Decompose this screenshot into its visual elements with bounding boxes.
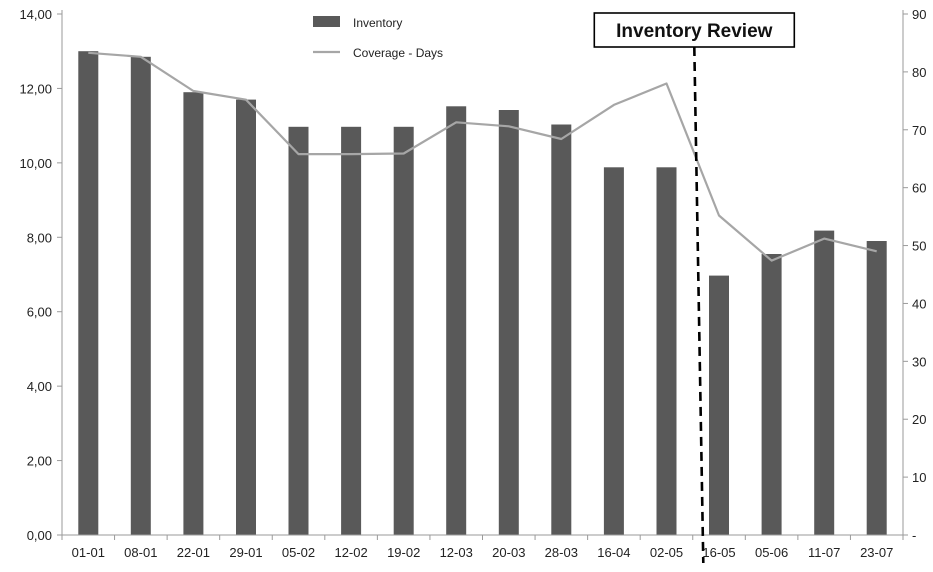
right-y-tick-label: 40 — [912, 296, 926, 311]
inventory-bar-12-03 — [446, 106, 466, 535]
left-y-tick-label: 4,00 — [27, 379, 52, 394]
legend: Inventory Coverage - Days — [313, 16, 443, 60]
inventory-bar-12-02 — [341, 127, 361, 535]
inventory-bar-28-03 — [551, 125, 571, 536]
right-y-tick-label: 90 — [912, 7, 926, 22]
inventory-bar-05-02 — [289, 127, 309, 535]
left-y-tick-label: 14,00 — [19, 7, 52, 22]
x-tick-label-22-01: 22-01 — [177, 545, 210, 560]
axes-layer: 0,00 2,00 4,00 6,00 8,00 10,00 12,00 14,00 - 10 20… — [19, 7, 926, 560]
left-y-tick-label: 12,00 — [19, 81, 52, 96]
inventory-review-dashed-line — [694, 47, 703, 563]
right-y-tick-label: 60 — [912, 181, 926, 196]
x-tick-label-19-02: 19-02 — [387, 545, 420, 560]
inventory-bar-02-05 — [657, 167, 677, 535]
x-tick-label-20-03: 20-03 — [492, 545, 525, 560]
inventory-bar-05-06 — [762, 254, 782, 535]
x-tick-label-12-02: 12-02 — [334, 545, 367, 560]
left-y-tick-label: 8,00 — [27, 230, 52, 245]
x-tick-label-23-07: 23-07 — [860, 545, 893, 560]
x-tick-label-11-07: 11-07 — [808, 545, 840, 560]
right-y-tick-label: 30 — [912, 354, 926, 369]
x-tick-label-08-01: 08-01 — [124, 545, 157, 560]
left-y-tick-label: 6,00 — [27, 305, 52, 320]
left-y-tick-label: 0,00 — [27, 528, 52, 543]
legend-coverage-label: Coverage - Days — [353, 46, 443, 60]
x-tick-label-16-04: 16-04 — [597, 545, 630, 560]
inventory-bar-19-02 — [394, 127, 414, 535]
inventory-bar-16-05 — [709, 276, 729, 535]
left-y-tick-label: 2,00 — [27, 454, 52, 469]
legend-inventory-swatch — [313, 16, 340, 27]
inventory-bar-20-03 — [499, 110, 519, 535]
x-tick-label-05-02: 05-02 — [282, 545, 315, 560]
right-y-tick-label: 20 — [912, 412, 926, 427]
x-tick-label-02-05: 02-05 — [650, 545, 683, 560]
inventory-review-label: Inventory Review — [616, 21, 772, 42]
right-y-tick-label: 10 — [912, 470, 926, 485]
legend-inventory-label: Inventory — [353, 16, 402, 30]
x-tick-label-28-03: 28-03 — [545, 545, 578, 560]
inventory-bar-08-01 — [131, 57, 151, 535]
inventory-bar-01-01 — [78, 51, 98, 535]
right-y-tick-label: 80 — [912, 65, 926, 80]
coverage-days-line — [88, 53, 876, 261]
x-tick-label-01-01: 01-01 — [72, 545, 105, 560]
inventory-bar-11-07 — [814, 231, 834, 535]
inventory-bar-29-01 — [236, 100, 256, 535]
inventory-bar-23-07 — [867, 241, 887, 535]
left-y-tick-label: 10,00 — [19, 156, 52, 171]
right-y-tick-label: 70 — [912, 123, 926, 138]
right-y-tick-label: 50 — [912, 239, 926, 254]
x-tick-label-05-06: 05-06 — [755, 545, 788, 560]
coverage-line-layer — [88, 53, 877, 261]
x-tick-label-29-01: 29-01 — [229, 545, 262, 560]
x-tick-label-12-03: 12-03 — [440, 545, 473, 560]
inventory-bar-22-01 — [183, 92, 203, 535]
inventory-bar-16-04 — [604, 167, 624, 535]
x-tick-label-16-05: 16-05 — [702, 545, 735, 560]
right-y-tick-label: - — [912, 528, 916, 543]
